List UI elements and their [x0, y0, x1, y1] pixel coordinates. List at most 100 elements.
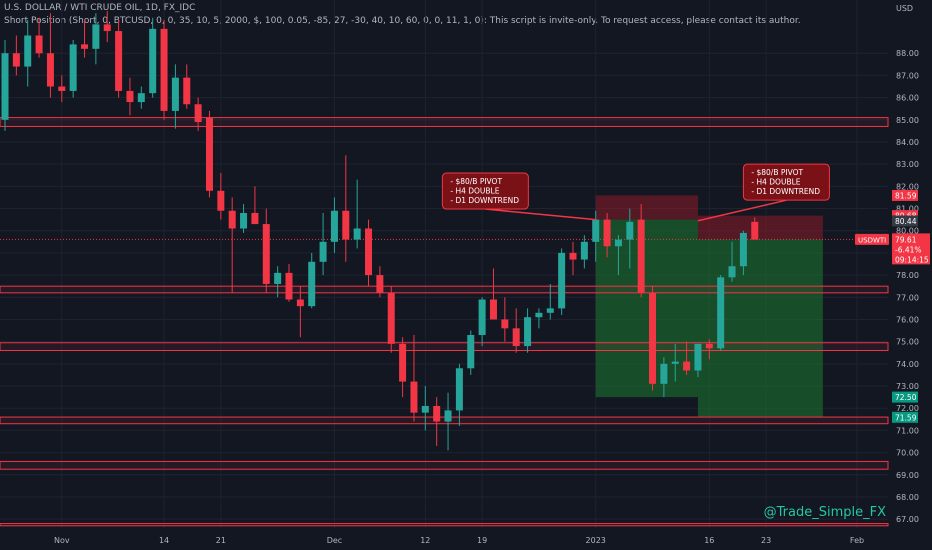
support-resistance-level — [0, 117, 889, 127]
candle[interactable] — [217, 190, 225, 211]
y-tick-label: 84.00 — [896, 138, 919, 147]
symbol-tag — [855, 233, 889, 245]
candle[interactable] — [649, 292, 657, 384]
candle[interactable] — [308, 261, 316, 307]
y-tick-label: 74.00 — [896, 360, 919, 369]
candle[interactable] — [614, 239, 622, 247]
candle[interactable] — [285, 272, 293, 300]
candle[interactable] — [626, 221, 634, 240]
callout-text: - D1 DOWNTREND — [751, 187, 820, 196]
candle[interactable] — [115, 31, 123, 91]
candle[interactable] — [46, 53, 54, 87]
candle[interactable] — [194, 104, 202, 123]
candle[interactable] — [455, 368, 463, 411]
candle[interactable] — [478, 299, 486, 335]
y-tick-label: 83.00 — [896, 160, 919, 169]
candle[interactable] — [274, 272, 282, 284]
callout-text: - $80/B PIVOT — [450, 177, 502, 186]
candle[interactable] — [353, 228, 361, 240]
candle[interactable] — [103, 24, 111, 32]
x-tick-label: Feb — [850, 536, 864, 545]
candle[interactable] — [69, 44, 77, 91]
candle[interactable] — [330, 210, 338, 242]
candle[interactable] — [660, 363, 668, 384]
candle[interactable] — [751, 221, 759, 240]
candle[interactable] — [683, 361, 691, 371]
candle[interactable] — [160, 28, 168, 111]
candle[interactable] — [35, 35, 43, 54]
candle[interactable] — [183, 77, 191, 105]
candle[interactable] — [421, 405, 429, 413]
y-tick-label: 82.00 — [896, 182, 919, 191]
price-tag — [892, 189, 918, 201]
support-resistance-level — [0, 416, 889, 425]
candle[interactable] — [524, 317, 532, 347]
candle[interactable] — [489, 299, 497, 320]
y-tick-label: 76.00 — [896, 315, 919, 324]
candle[interactable] — [387, 292, 395, 344]
support-resistance-level — [0, 342, 889, 352]
callout-box[interactable] — [742, 163, 830, 201]
y-tick-label: 80.00 — [896, 227, 919, 236]
y-tick-label: 77.00 — [896, 293, 919, 302]
indicator-legend[interactable]: Short Position (Short, 0, BTCUSD, 0, 0, … — [4, 16, 801, 26]
current-price-text: 79.61 — [895, 235, 917, 244]
candle[interactable] — [24, 35, 32, 67]
take-profit-zone — [595, 219, 698, 398]
x-tick-label: 14 — [159, 536, 169, 545]
candle[interactable] — [171, 77, 179, 111]
callout-text: - H4 DOUBLE — [751, 178, 800, 187]
callout-box[interactable] — [441, 172, 529, 210]
candle[interactable] — [399, 343, 407, 382]
candle[interactable] — [728, 266, 736, 278]
stop-loss-zone — [595, 195, 698, 220]
candle[interactable] — [558, 252, 566, 309]
candle[interactable] — [365, 228, 373, 276]
candle[interactable] — [444, 410, 452, 422]
candle[interactable] — [262, 224, 270, 284]
candle[interactable] — [376, 275, 384, 293]
candle[interactable] — [717, 277, 725, 349]
candle[interactable] — [569, 252, 577, 260]
bar-countdown-text: 09:14:15 — [895, 255, 929, 264]
candle[interactable] — [1, 53, 9, 120]
candle[interactable] — [296, 299, 304, 307]
candle[interactable] — [592, 219, 600, 242]
y-tick-label: 67.00 — [896, 515, 919, 524]
candle[interactable] — [410, 381, 418, 413]
candle[interactable] — [467, 334, 475, 369]
candle[interactable] — [149, 28, 157, 94]
candle[interactable] — [694, 343, 702, 371]
candle[interactable] — [705, 343, 713, 349]
candle[interactable] — [126, 90, 134, 103]
candle[interactable] — [546, 308, 554, 313]
candle[interactable] — [12, 53, 20, 67]
candle[interactable] — [342, 210, 350, 240]
candle[interactable] — [251, 212, 259, 225]
callout-pointer — [697, 199, 787, 222]
candle[interactable] — [637, 219, 645, 293]
candle[interactable] — [92, 24, 100, 49]
callout-text: - D1 DOWNTREND — [450, 196, 519, 205]
candle[interactable] — [81, 44, 89, 49]
candle[interactable] — [603, 219, 611, 247]
candle[interactable] — [137, 93, 145, 103]
candle[interactable] — [580, 241, 588, 260]
stop-loss-zone — [697, 215, 823, 240]
candle[interactable] — [228, 210, 236, 229]
candle[interactable] — [501, 319, 509, 329]
candle[interactable] — [319, 241, 327, 262]
candle[interactable] — [512, 328, 520, 347]
x-tick-label: 23 — [761, 536, 771, 545]
candle[interactable] — [240, 212, 248, 229]
callout-text: - $80/B PIVOT — [751, 168, 803, 177]
candle[interactable] — [739, 232, 747, 267]
candle[interactable] — [205, 117, 213, 191]
candle[interactable] — [433, 405, 441, 422]
currency-label: USD — [896, 4, 913, 13]
candle[interactable] — [535, 312, 543, 318]
candle[interactable] — [671, 361, 679, 364]
candle[interactable] — [58, 86, 66, 91]
y-tick-label: 68.00 — [896, 493, 919, 502]
